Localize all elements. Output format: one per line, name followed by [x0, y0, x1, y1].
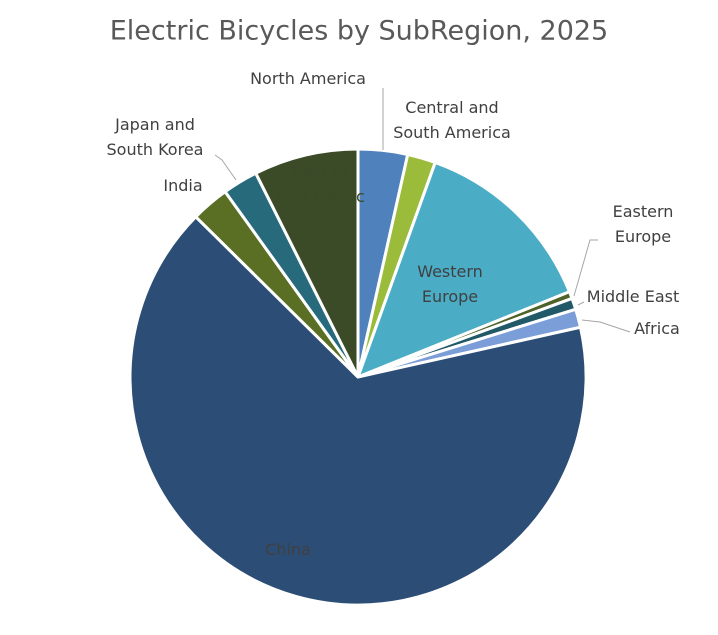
slice-label-line: North America: [250, 69, 366, 88]
slice-label-line: Western: [417, 262, 483, 281]
slice-label-line: South America: [393, 123, 511, 142]
slice-label: China: [265, 540, 311, 559]
leader-line: [577, 301, 585, 306]
slice-label-line: Japan and: [114, 115, 195, 134]
slice-label: India: [163, 176, 202, 195]
slice-label-line: Europe: [615, 227, 671, 246]
slice-label: Japan and South Korea: [107, 115, 204, 159]
leader-line: [214, 154, 237, 181]
pie-slice: [128, 214, 588, 607]
slice-label: Central and South America: [393, 98, 511, 142]
slice-label: Rest of Asia Pacific: [275, 162, 364, 206]
slice-label-line: Europe: [422, 287, 478, 306]
slice-label-line: South Korea: [107, 140, 204, 159]
chart-title: Electric Bicycles by SubRegion, 2025: [110, 16, 609, 47]
slice-label: Eastern Europe: [613, 202, 674, 246]
leader-line: [581, 319, 631, 333]
slice-label-line: Africa: [634, 319, 680, 338]
pie-slice: [253, 147, 360, 378]
slice-label-line: Middle East: [587, 287, 679, 306]
slice-label: Africa: [634, 319, 680, 338]
slice-label: Western Europe: [417, 262, 483, 306]
pie-slice: [355, 160, 572, 380]
slice-label-line: China: [265, 540, 311, 559]
slice-label-line: India: [163, 176, 202, 195]
slice-label: North America: [250, 69, 366, 88]
slice-label-line: Eastern: [613, 202, 674, 221]
leader-line: [573, 239, 598, 297]
slice-label: Middle East: [587, 287, 679, 306]
slice-label-line: Central and: [405, 98, 498, 117]
slice-label-line: Asia Pacific: [275, 187, 364, 206]
slice-label-line: Rest of: [292, 162, 348, 181]
